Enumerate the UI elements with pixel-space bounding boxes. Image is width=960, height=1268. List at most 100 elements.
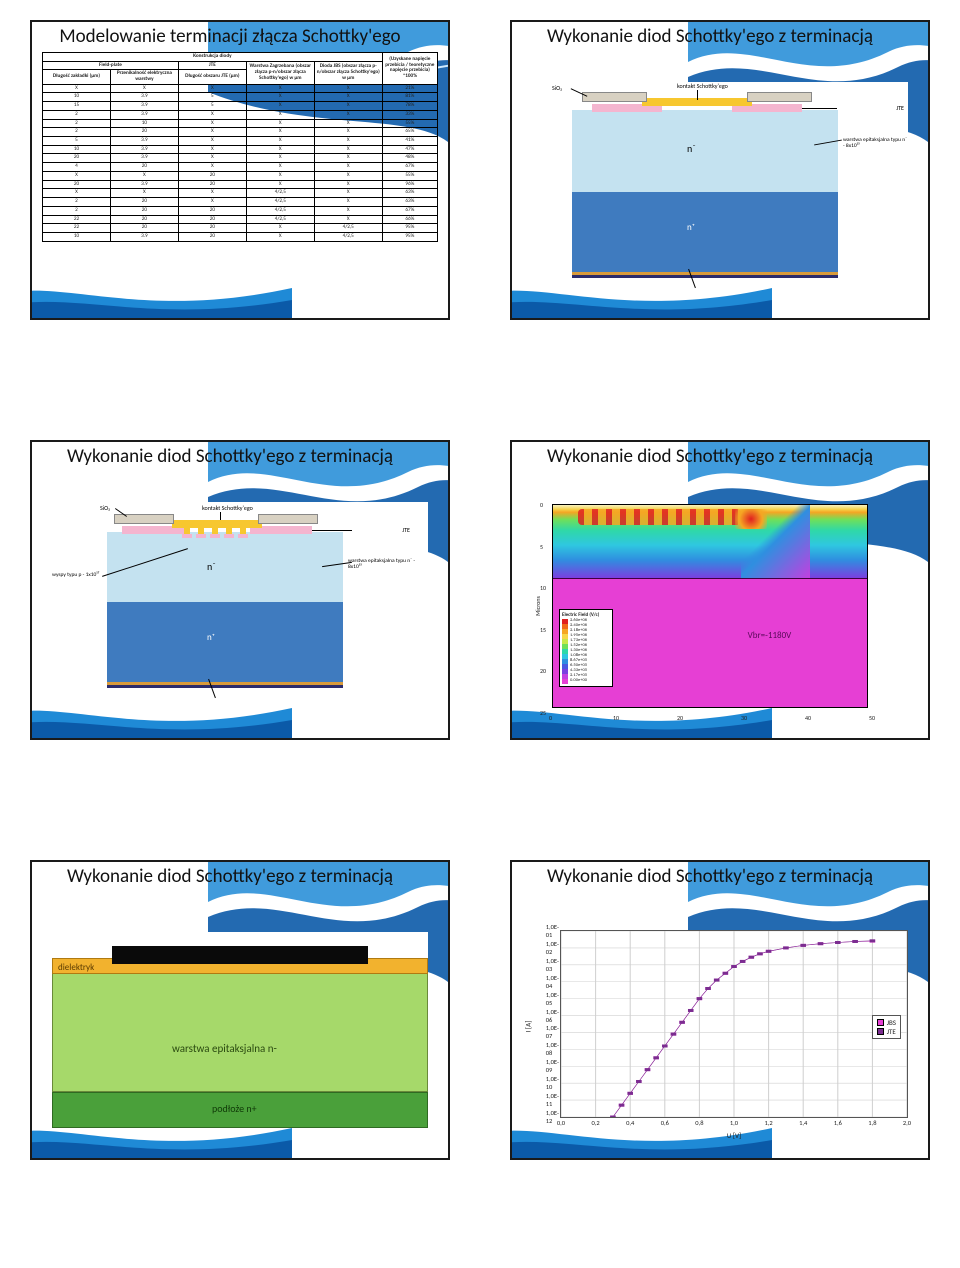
table-row: 2220204/2,5X66% bbox=[43, 215, 438, 224]
table-cell: 63% bbox=[382, 198, 437, 207]
lbl-wyspy: wyspy typu p - 1x10¹⁷ bbox=[52, 572, 104, 578]
th-group: Konstrukcja diody bbox=[43, 52, 383, 61]
diagram-area: SiO₂ kontakt Schottky'ego JTE warstwa ep… bbox=[52, 502, 428, 704]
xtick: 0,8 bbox=[695, 1119, 703, 1127]
table-cell: 2 bbox=[43, 110, 111, 119]
table-cell: 3.9 bbox=[110, 145, 178, 154]
table-cell: X bbox=[246, 84, 314, 93]
table-cell: X bbox=[43, 171, 111, 180]
table-cell: 5 bbox=[178, 93, 246, 102]
island-p bbox=[210, 534, 220, 538]
ytick: 1,0E-06 bbox=[546, 1008, 559, 1024]
lbl-epi: warstwa epitaksjalna typu n⁻ - 8x10¹⁵ bbox=[348, 558, 426, 570]
table-row: 222020X4/2,595% bbox=[43, 224, 438, 233]
table-row: 420XXX67% bbox=[43, 163, 438, 172]
table-cell: X bbox=[246, 93, 314, 102]
table-cell: 2 bbox=[43, 128, 111, 137]
ytick: 5 bbox=[540, 543, 543, 551]
ytick: 1,0E-01 bbox=[546, 923, 559, 939]
table-wrap: Konstrukcja diody (Uzyskane napięcie prz… bbox=[32, 50, 448, 246]
th-c2: Długość obszaru JTE (µm) bbox=[178, 70, 246, 84]
layer-nminus bbox=[572, 110, 838, 192]
layer-epi bbox=[52, 972, 428, 1092]
table-cell: 96% bbox=[382, 180, 437, 189]
layer-nminus bbox=[107, 532, 343, 602]
table-cell: X bbox=[314, 189, 382, 198]
arrow bbox=[312, 530, 352, 531]
table-cell: 3.9 bbox=[110, 102, 178, 111]
table-cell: X bbox=[314, 171, 382, 180]
legend-swatch bbox=[562, 679, 568, 684]
lbl-sio2: SiO₂ bbox=[100, 504, 110, 512]
legend-swatch bbox=[877, 1019, 884, 1026]
wave-decor-bottom bbox=[30, 268, 292, 320]
layer-nplus bbox=[572, 192, 838, 272]
sim-legend-row: 0.00e+00 bbox=[562, 679, 610, 684]
ytick: 1,0E-04 bbox=[546, 974, 559, 990]
layer-bottom2 bbox=[572, 275, 838, 278]
table-cell: 10 bbox=[43, 232, 111, 241]
table-cell: X bbox=[43, 84, 111, 93]
table-cell: X bbox=[246, 110, 314, 119]
table-cell: X bbox=[246, 154, 314, 163]
th-c3: Warstwa Zagrzebana (obszar złącza p-n/ob… bbox=[246, 61, 314, 84]
arrow bbox=[697, 90, 698, 100]
layer-bottom2 bbox=[107, 685, 343, 688]
th-c4: Dioda JBS (obszar złącza p-n/obszar złąc… bbox=[314, 61, 382, 84]
lbl-substrate: podłoże n+ bbox=[212, 1102, 257, 1115]
table-cell: X bbox=[110, 189, 178, 198]
chart-legend: JBSJTE bbox=[872, 1015, 901, 1039]
th-jte: JTE bbox=[178, 61, 246, 70]
table-cell: 4/2,5 bbox=[246, 206, 314, 215]
table-cell: X bbox=[178, 84, 246, 93]
th-c1: Przenikalność elektryczna warstwy bbox=[110, 70, 178, 84]
table-cell: X bbox=[246, 145, 314, 154]
construction-table: Konstrukcja diody (Uzyskane napięcie prz… bbox=[42, 52, 438, 242]
table-row: 153.95XX78% bbox=[43, 102, 438, 111]
table-cell: 81% bbox=[382, 93, 437, 102]
table-cell: 20 bbox=[178, 224, 246, 233]
slide-1: Modelowanie terminacji złącza Schottky'e… bbox=[30, 20, 450, 320]
table-cell: X bbox=[246, 163, 314, 172]
table-cell: 4/2,5 bbox=[246, 215, 314, 224]
lbl-sio2: SiO₂ bbox=[552, 84, 562, 92]
legend-row: JBS bbox=[877, 1018, 896, 1027]
table-cell: 20 bbox=[110, 224, 178, 233]
slide-2: Wykonanie diod Schottky'ego z terminacją… bbox=[510, 20, 930, 320]
table-cell: 20 bbox=[110, 163, 178, 172]
ytick: 20 bbox=[540, 667, 546, 675]
legend-swatch bbox=[877, 1028, 884, 1035]
ytick: 10 bbox=[540, 584, 546, 592]
sim-divider bbox=[553, 578, 867, 579]
table-cell: X bbox=[314, 128, 382, 137]
lbl-epi: warstwa epitaksjalna n- bbox=[172, 1042, 277, 1055]
table-cell: 20 bbox=[110, 206, 178, 215]
legend-label: JBS bbox=[887, 1018, 896, 1027]
table-row: XX20XX55% bbox=[43, 171, 438, 180]
table-cell: 20 bbox=[178, 171, 246, 180]
table-cell: X bbox=[314, 93, 382, 102]
table-cell: 67% bbox=[382, 163, 437, 172]
ytick: 1,0E-08 bbox=[546, 1041, 559, 1057]
table-cell: X bbox=[178, 163, 246, 172]
table-cell: 2 bbox=[43, 206, 111, 215]
diagram-area: SiO₂ kontakt Schottky'ego JTE warstwa ep… bbox=[532, 82, 908, 284]
arrow bbox=[802, 108, 837, 109]
slide-title: Modelowanie terminacji złącza Schottky'e… bbox=[32, 22, 448, 50]
table-row: 220204/2,5X67% bbox=[43, 206, 438, 215]
table-cell: X bbox=[110, 84, 178, 93]
table-cell: X bbox=[178, 137, 246, 146]
table-cell: 20 bbox=[43, 154, 111, 163]
table-cell: 20 bbox=[178, 180, 246, 189]
chart-svg bbox=[561, 931, 907, 1117]
table-cell: X bbox=[246, 137, 314, 146]
ytick: 1,0E-05 bbox=[546, 991, 559, 1007]
table-cell: X bbox=[314, 137, 382, 146]
table-cell: X bbox=[178, 128, 246, 137]
yaxis-title: I [A] bbox=[523, 1021, 532, 1033]
table-cell: X bbox=[246, 232, 314, 241]
layer-metal bbox=[112, 946, 368, 964]
table-cell: 20 bbox=[110, 198, 178, 207]
table-cell: X bbox=[314, 198, 382, 207]
table-cell: X bbox=[246, 180, 314, 189]
